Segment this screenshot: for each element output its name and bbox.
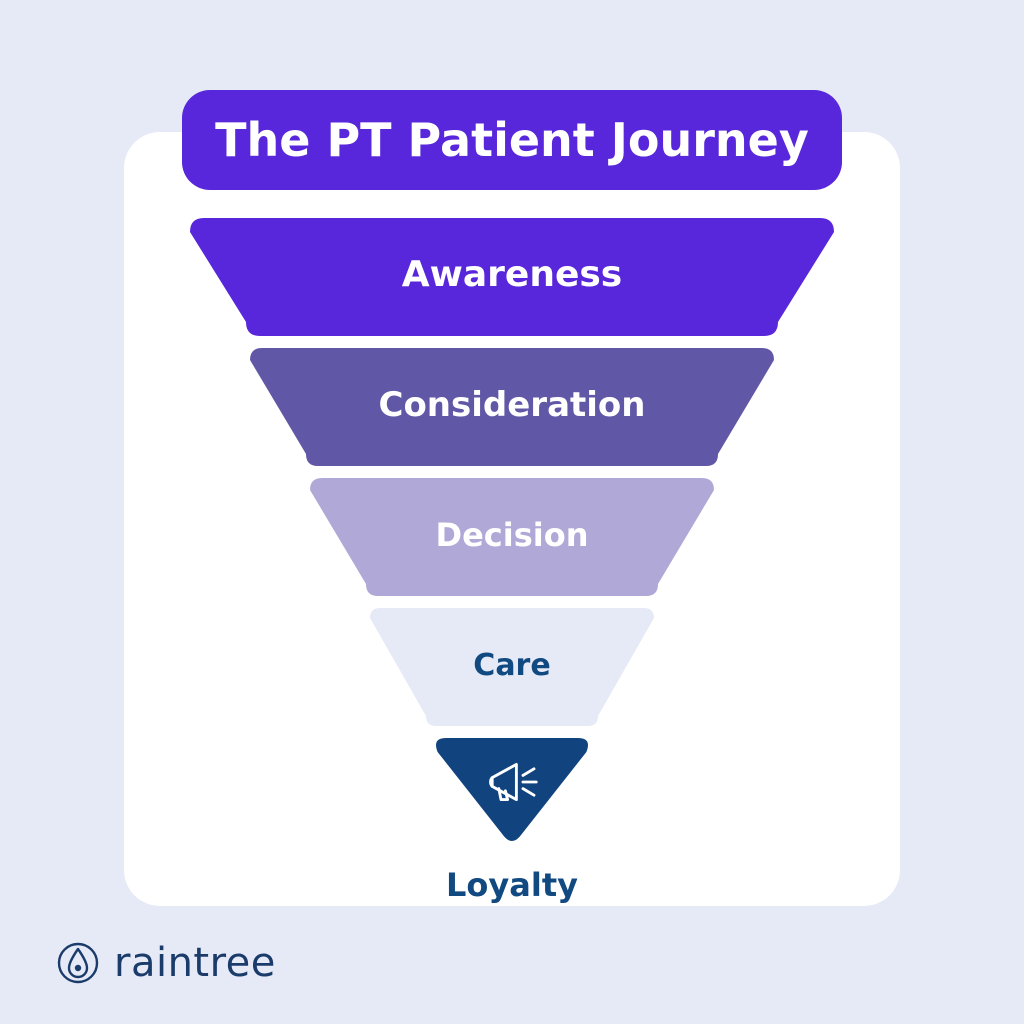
funnel-bottom-label: Loyalty (0, 866, 1024, 904)
funnel-stage-label-2: Decision (0, 516, 1024, 554)
brand-logo: raintree (56, 940, 276, 986)
funnel-stage-label-3: Care (0, 648, 1024, 683)
funnel-stage-label-0: Awareness (0, 254, 1024, 295)
raindrop-icon (56, 941, 100, 985)
brand-text: raintree (114, 940, 276, 986)
title-text: The PT Patient Journey (215, 113, 809, 167)
title-bar: The PT Patient Journey (182, 90, 842, 190)
funnel-stage-label-1: Consideration (0, 385, 1024, 425)
